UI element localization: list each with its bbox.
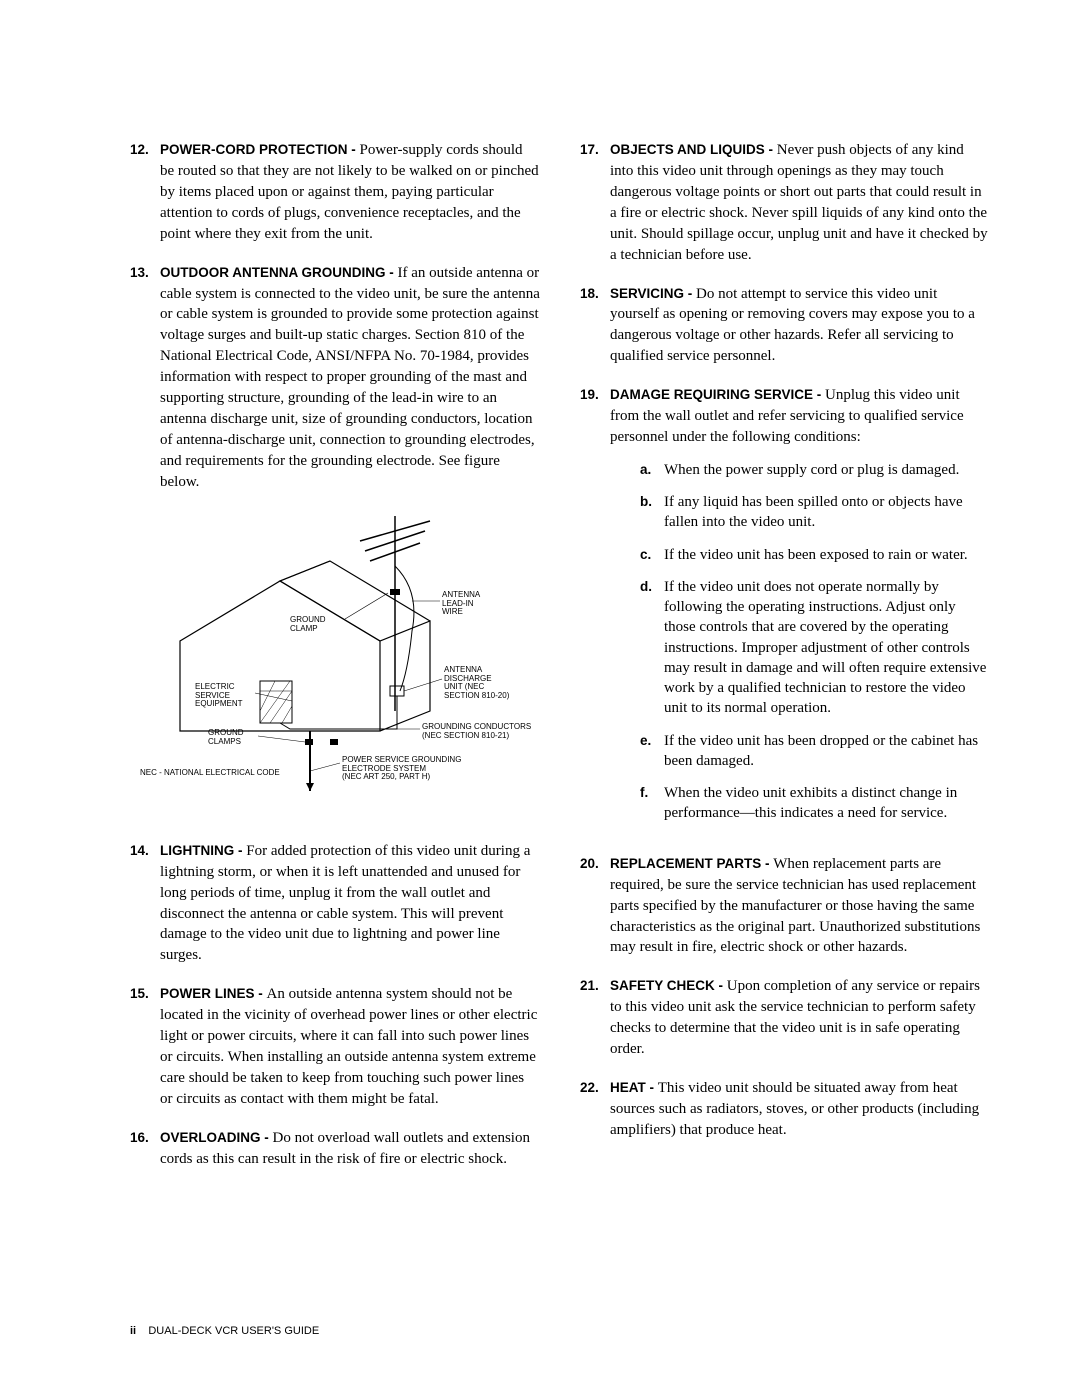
sub-item: c.If the video unit has been exposed to … — [640, 545, 990, 565]
left-column: 12.POWER-CORD PROTECTION - Power-supply … — [130, 140, 540, 1188]
right-column: 17.OBJECTS AND LIQUIDS - Never push obje… — [580, 140, 990, 1188]
sub-item-letter: c. — [640, 545, 664, 565]
item-text: For added protection of this video unit … — [160, 843, 530, 964]
sub-item: e.If the video unit has been dropped or … — [640, 731, 990, 772]
numbered-item: 14.LIGHTNING - For added protection of t… — [130, 841, 540, 967]
sub-item-text: If the video unit has been exposed to ra… — [664, 545, 990, 565]
numbered-item: 19.DAMAGE REQUIRING SERVICE - Unplug thi… — [580, 385, 990, 836]
numbered-item: 21.SAFETY CHECK - Upon completion of any… — [580, 976, 990, 1060]
item-number: 22. — [580, 1078, 610, 1141]
item-title: POWER-CORD PROTECTION - — [160, 142, 360, 157]
grounding-diagram: ANTENNA LEAD-IN WIRE GROUND CLAMP ANTENN… — [130, 511, 540, 811]
item-body: SERVICING - Do not attempt to service th… — [610, 284, 990, 368]
item-number: 13. — [130, 263, 160, 493]
sub-item-text: When the video unit exhibits a distinct … — [664, 783, 990, 824]
label-grounding-conductors: GROUNDING CONDUCTORS (NEC SECTION 810-21… — [422, 723, 531, 741]
sub-item-text: If any liquid has been spilled onto or o… — [664, 492, 990, 533]
item-number: 12. — [130, 140, 160, 245]
item-body: OVERLOADING - Do not overload wall outle… — [160, 1128, 540, 1170]
numbered-item: 16.OVERLOADING - Do not overload wall ou… — [130, 1128, 540, 1170]
item-title: OUTDOOR ANTENNA GROUNDING - — [160, 265, 398, 280]
numbered-item: 22.HEAT - This video unit should be situ… — [580, 1078, 990, 1141]
sub-item: b.If any liquid has been spilled onto or… — [640, 492, 990, 533]
item-title: LIGHTNING - — [160, 843, 246, 858]
numbered-item: 17.OBJECTS AND LIQUIDS - Never push obje… — [580, 140, 990, 266]
antenna-grounding-diagram-svg — [130, 511, 530, 811]
item-title: OBJECTS AND LIQUIDS - — [610, 142, 777, 157]
item-title: HEAT - — [610, 1080, 658, 1095]
item-body: LIGHTNING - For added protection of this… — [160, 841, 540, 967]
label-ground-clamp-top: GROUND CLAMP — [290, 616, 326, 634]
item-title: SERVICING - — [610, 286, 696, 301]
item-number: 18. — [580, 284, 610, 368]
item-body: DAMAGE REQUIRING SERVICE - Unplug this v… — [610, 385, 990, 836]
sub-item-letter: b. — [640, 492, 664, 533]
page-footer: ii DUAL-DECK VCR USER'S GUIDE — [130, 1325, 319, 1337]
numbered-item: 12.POWER-CORD PROTECTION - Power-supply … — [130, 140, 540, 245]
item-text: This video unit should be situated away … — [610, 1080, 979, 1138]
item-text: An outside antenna system should not be … — [160, 986, 537, 1107]
item-title: POWER LINES - — [160, 986, 267, 1001]
item-body: OBJECTS AND LIQUIDS - Never push objects… — [610, 140, 990, 266]
sub-item-letter: e. — [640, 731, 664, 772]
sub-item-letter: d. — [640, 577, 664, 719]
sub-item-text: If the video unit has been dropped or th… — [664, 731, 990, 772]
item-body: HEAT - This video unit should be situate… — [610, 1078, 990, 1141]
item-number: 21. — [580, 976, 610, 1060]
label-antenna-leadin: ANTENNA LEAD-IN WIRE — [442, 591, 480, 617]
numbered-item: 13.OUTDOOR ANTENNA GROUNDING - If an out… — [130, 263, 540, 493]
sub-item-text: When the power supply cord or plug is da… — [664, 460, 990, 480]
footer-title: DUAL-DECK VCR USER'S GUIDE — [148, 1325, 319, 1337]
item-text: Never push objects of any kind into this… — [610, 142, 988, 263]
item-number: 19. — [580, 385, 610, 836]
sub-list: a.When the power supply cord or plug is … — [610, 460, 990, 824]
sub-item-text: If the video unit does not operate norma… — [664, 577, 990, 719]
item-body: OUTDOOR ANTENNA GROUNDING - If an outsid… — [160, 263, 540, 493]
item-body: POWER LINES - An outside antenna system … — [160, 984, 540, 1110]
page-content: 12.POWER-CORD PROTECTION - Power-supply … — [0, 0, 1080, 1248]
item-number: 14. — [130, 841, 160, 967]
item-number: 15. — [130, 984, 160, 1110]
label-nec-note: NEC - NATIONAL ELECTRICAL CODE — [140, 769, 280, 778]
footer-page-number: ii — [130, 1325, 136, 1337]
sub-item: a.When the power supply cord or plug is … — [640, 460, 990, 480]
numbered-item: 20.REPLACEMENT PARTS - When replacement … — [580, 854, 990, 959]
item-body: SAFETY CHECK - Upon completion of any se… — [610, 976, 990, 1060]
numbered-item: 18.SERVICING - Do not attempt to service… — [580, 284, 990, 368]
item-number: 20. — [580, 854, 610, 959]
label-electric-service: ELECTRIC SERVICE EQUIPMENT — [195, 683, 243, 709]
item-body: POWER-CORD PROTECTION - Power-supply cor… — [160, 140, 540, 245]
sub-item-letter: f. — [640, 783, 664, 824]
sub-item-letter: a. — [640, 460, 664, 480]
item-number: 16. — [130, 1128, 160, 1170]
sub-item: d.If the video unit does not operate nor… — [640, 577, 990, 719]
item-text: If an outside antenna or cable system is… — [160, 265, 540, 490]
item-title: OVERLOADING - — [160, 1130, 273, 1145]
sub-item: f.When the video unit exhibits a distinc… — [640, 783, 990, 824]
label-antenna-discharge: ANTENNA DISCHARGE UNIT (NEC SECTION 810-… — [444, 666, 509, 701]
label-ground-clamps-bottom: GROUND CLAMPS — [208, 729, 244, 747]
item-title: SAFETY CHECK - — [610, 978, 727, 993]
item-body: REPLACEMENT PARTS - When replacement par… — [610, 854, 990, 959]
item-title: REPLACEMENT PARTS - — [610, 856, 773, 871]
item-title: DAMAGE REQUIRING SERVICE - — [610, 387, 825, 402]
item-number: 17. — [580, 140, 610, 266]
numbered-item: 15.POWER LINES - An outside antenna syst… — [130, 984, 540, 1110]
label-power-service: POWER SERVICE GROUNDING ELECTRODE SYSTEM… — [342, 756, 461, 782]
